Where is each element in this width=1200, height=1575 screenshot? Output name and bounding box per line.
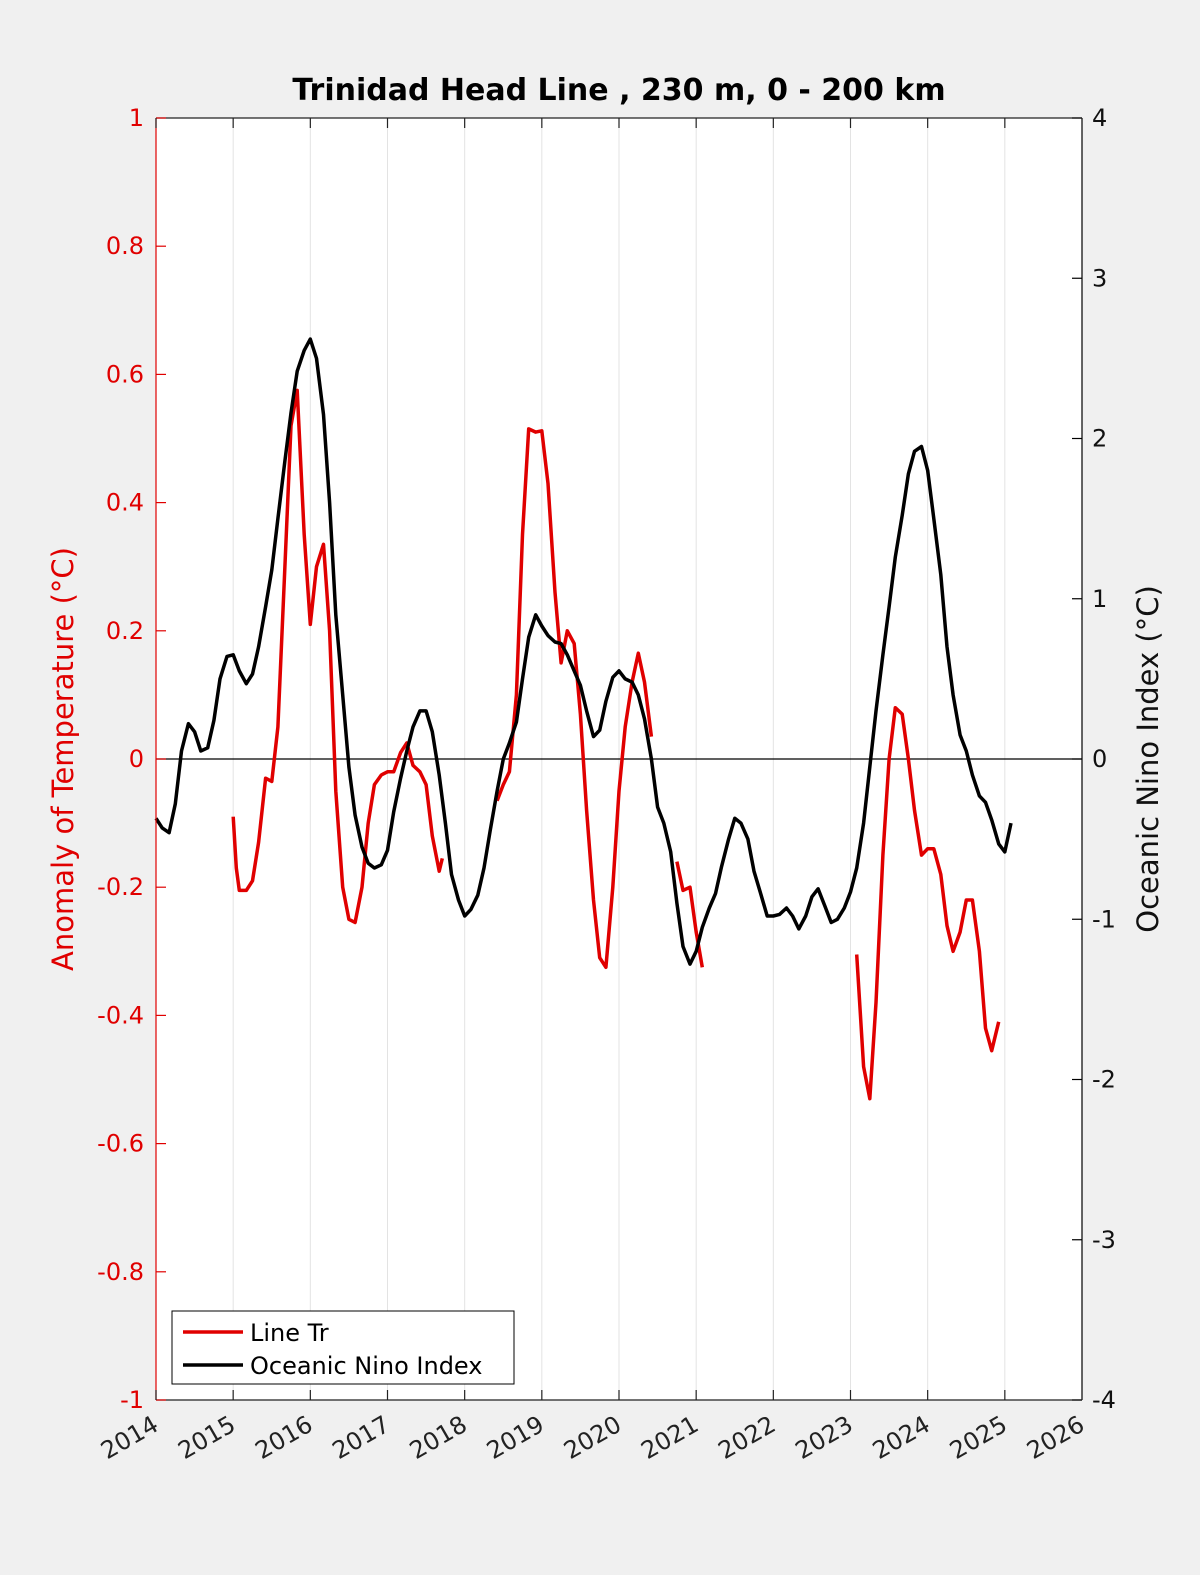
- legend-label-line-tr: Line Tr: [250, 1319, 329, 1347]
- series-line-tr-segment: [495, 427, 654, 970]
- legend-label-oni: Oceanic Nino Index: [250, 1352, 482, 1380]
- y-right-tick-label: -2: [1092, 1066, 1116, 1094]
- y-axis-left-label: Anomaly of Temperature (°C): [46, 547, 80, 971]
- y-left-tick-label: 0.2: [106, 617, 144, 645]
- y-left-tick-label: -0.6: [97, 1130, 144, 1158]
- y-right-tick-label: -1: [1092, 905, 1116, 933]
- y-right-tick-label: -4: [1092, 1386, 1116, 1414]
- series-layer: [154, 337, 1013, 1101]
- y-right-tick-label: 3: [1092, 264, 1107, 292]
- y-left-tick-label: -1: [120, 1386, 144, 1414]
- y-left-tick-label: 1: [129, 104, 144, 132]
- y-left-tick-label: 0.4: [106, 489, 144, 517]
- series-line-tr-segment: [854, 705, 1001, 1101]
- y-right-tick-label: 1: [1092, 585, 1107, 613]
- y-right-tick-label: -3: [1092, 1226, 1116, 1254]
- legend-box: [171, 1310, 515, 1385]
- y-right-tick-label: 4: [1092, 104, 1107, 132]
- chart-title: Trinidad Head Line , 230 m, 0 - 200 km: [292, 73, 945, 108]
- y-left-tick-label: 0: [129, 745, 144, 773]
- y-left-tick-label: 0.8: [106, 232, 144, 260]
- y-left-tick-label: -0.4: [97, 1001, 144, 1029]
- series-line-tr-segment: [231, 388, 445, 925]
- y-axis-right-label: Oceanic Nino Index (°C): [1131, 585, 1165, 933]
- y-right-tick-label: 2: [1092, 425, 1107, 453]
- y-right-tick-label: 0: [1092, 745, 1107, 773]
- y-left-tick-label: -0.8: [97, 1258, 144, 1286]
- series-oni-line: [154, 337, 1013, 966]
- y-left-tick-label: 0.6: [106, 360, 144, 388]
- y-left-tick-label: -0.2: [97, 873, 144, 901]
- legend: Line Tr Oceanic Nino Index: [171, 1310, 515, 1385]
